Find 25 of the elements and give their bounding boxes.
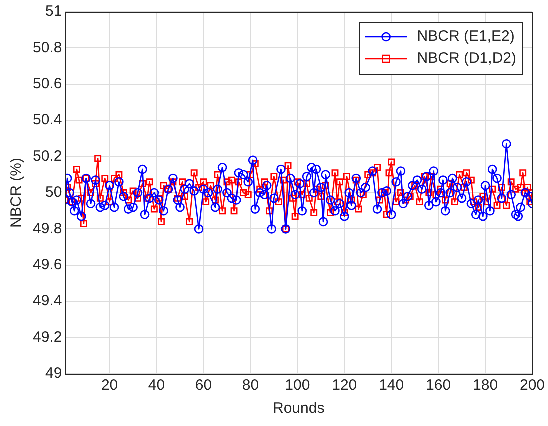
x-tick-label: 100 xyxy=(285,377,310,394)
y-tick-label: 50.4 xyxy=(32,112,62,129)
y-tick-label: 50.8 xyxy=(32,39,62,56)
y-tick-label: 50 xyxy=(46,184,62,202)
y-tick-label: 49.8 xyxy=(32,220,62,238)
y-tick-label: 50.6 xyxy=(32,76,62,93)
x-tick-label: 160 xyxy=(426,377,452,394)
x-tick-label: 60 xyxy=(195,377,212,394)
x-tick-label: 80 xyxy=(242,377,260,394)
y-tick-label: 49 xyxy=(46,365,62,382)
y-tick-label: 49.4 xyxy=(32,292,62,310)
x-tick-label: 40 xyxy=(148,377,166,394)
y-tick-label: 49.2 xyxy=(32,328,62,346)
y-tick-label: 51 xyxy=(46,3,62,20)
x-tick-label: 20 xyxy=(101,377,118,394)
x-tick-label: 140 xyxy=(379,377,404,394)
y-tick-label: 50.2 xyxy=(32,148,62,165)
x-tick-label: 180 xyxy=(473,377,498,394)
legend-label: NBCR (E1,E2) xyxy=(417,28,515,46)
y-axis-title: NBCR (%) xyxy=(8,158,26,228)
y-tick-label: 49.6 xyxy=(32,256,62,274)
x-axis-title: Rounds xyxy=(272,400,325,418)
x-tick-label: 120 xyxy=(332,377,358,394)
x-tick-label: 200 xyxy=(520,377,545,394)
legend-label: NBCR (D1,D2) xyxy=(417,50,516,68)
